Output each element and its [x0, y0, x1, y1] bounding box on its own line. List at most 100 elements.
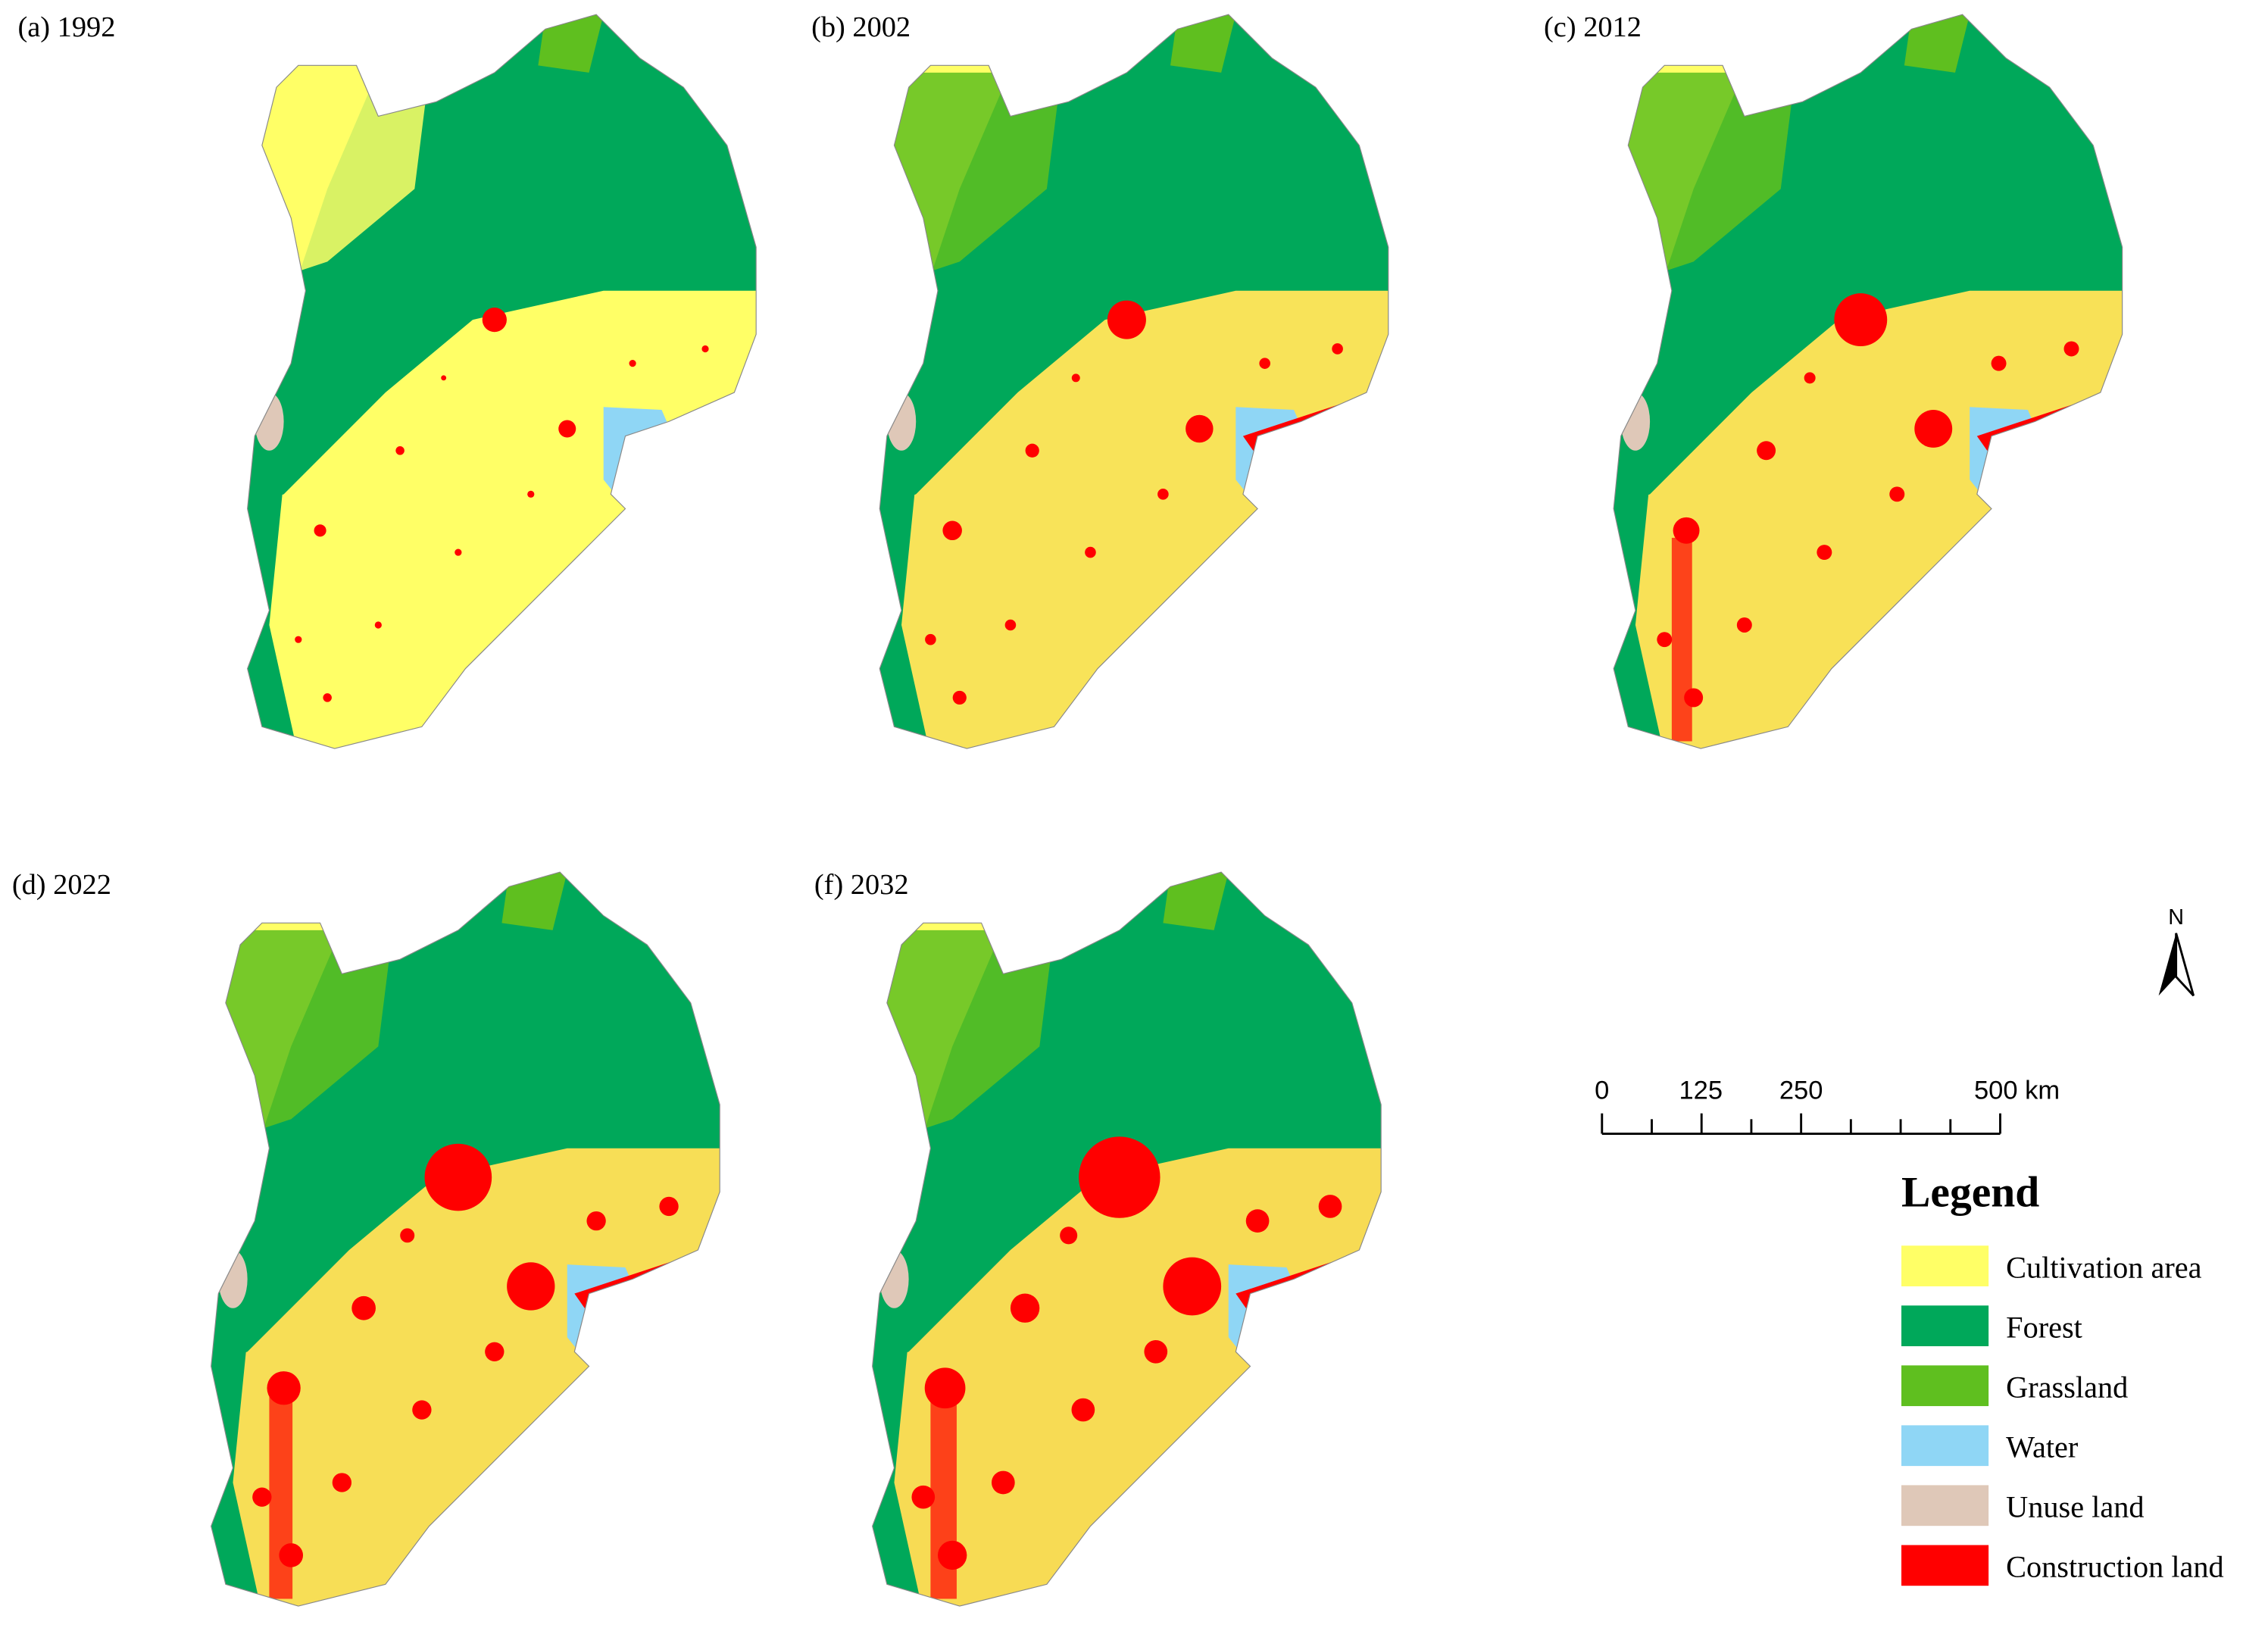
construction — [412, 1400, 432, 1420]
panel-label: (a) 1992 — [18, 11, 116, 43]
construction-corridor — [1671, 537, 1692, 742]
construction — [1804, 372, 1816, 384]
construction — [1673, 517, 1700, 544]
construction — [1245, 1209, 1270, 1233]
maps — [211, 14, 2123, 1607]
construction — [1259, 358, 1270, 369]
legend: Legend Cultivation area Forest Grassland Wat… — [1901, 1168, 2224, 1586]
grassland — [1620, 72, 1795, 277]
legend-label: Grassland — [2006, 1370, 2128, 1405]
map-panel — [872, 871, 1382, 1607]
north-arrow — [2158, 933, 2195, 997]
scale-ticks: 0 125 250 500 km — [1595, 1076, 2060, 1134]
unused-land — [879, 1250, 909, 1308]
scale-label: 125 — [1679, 1076, 1723, 1105]
construction — [252, 1487, 272, 1507]
construction — [2063, 341, 2079, 357]
construction — [1157, 489, 1169, 500]
construction — [1085, 546, 1096, 558]
grassland — [218, 930, 393, 1134]
unused-land — [886, 392, 917, 451]
construction — [441, 375, 447, 381]
construction — [952, 690, 967, 705]
grassland — [886, 72, 1062, 277]
construction — [400, 1228, 415, 1243]
map-outline — [211, 871, 720, 1607]
map-panel — [211, 871, 720, 1607]
construction — [1186, 414, 1214, 443]
scale-label: 500 km — [1974, 1076, 2060, 1105]
scale-label: 250 — [1779, 1076, 1823, 1105]
map-outline — [872, 871, 1382, 1607]
construction — [586, 1211, 606, 1231]
unused-land — [1620, 392, 1651, 451]
legend-swatch — [1901, 1485, 1989, 1527]
construction — [911, 1485, 936, 1509]
construction — [374, 621, 382, 629]
construction — [314, 524, 326, 537]
legend-title: Legend — [1901, 1168, 2039, 1216]
construction — [1071, 373, 1080, 383]
construction — [659, 1196, 679, 1217]
construction — [351, 1295, 376, 1320]
grassland-2 — [1163, 872, 1229, 930]
grassland — [879, 930, 1054, 1134]
panel-label: (b) 2002 — [811, 11, 911, 43]
construction — [295, 636, 302, 643]
construction — [424, 1143, 492, 1211]
panel-label: (c) 2012 — [1544, 11, 1642, 43]
legend-label: Forest — [2006, 1311, 2082, 1345]
legend-swatch — [1901, 1305, 1989, 1347]
panel-label: (f) 2032 — [814, 869, 909, 901]
construction — [485, 1342, 505, 1361]
construction — [558, 420, 576, 438]
construction — [332, 1473, 352, 1492]
map-panel — [247, 14, 757, 749]
construction — [1071, 1398, 1095, 1422]
map-outline — [879, 14, 1389, 749]
construction — [1025, 443, 1039, 458]
construction — [1004, 619, 1017, 631]
legend-swatch — [1901, 1425, 1989, 1467]
unused-land — [218, 1250, 248, 1308]
construction — [1914, 410, 1953, 448]
construction — [629, 360, 636, 367]
map-panel — [1613, 14, 2123, 749]
map-clip — [211, 872, 720, 1607]
grassland-2 — [501, 872, 567, 930]
construction — [1144, 1339, 1168, 1364]
construction — [1991, 355, 2007, 371]
construction — [1757, 441, 1776, 461]
grassland — [255, 72, 430, 277]
construction — [455, 548, 462, 556]
grassland-2 — [1170, 14, 1236, 73]
grassland-2 — [538, 14, 604, 73]
panel-label: (d) 2022 — [12, 869, 111, 901]
construction — [701, 345, 709, 353]
construction — [482, 307, 507, 333]
north-arrow-right — [2175, 933, 2195, 997]
construction — [925, 633, 936, 645]
construction — [323, 693, 332, 702]
construction — [1332, 343, 1343, 355]
north-label: N — [2168, 905, 2184, 930]
construction — [1834, 293, 1888, 347]
map-clip — [879, 14, 1389, 749]
scale-bar: 0 125 250 500 km — [1595, 1076, 2060, 1135]
map-outline — [1613, 14, 2123, 749]
construction — [1817, 545, 1832, 561]
construction — [1657, 632, 1673, 648]
construction — [1163, 1257, 1222, 1316]
north-arrow-left — [2158, 933, 2176, 996]
construction — [942, 520, 962, 541]
legend-label: Water — [2006, 1430, 2079, 1464]
map-panel — [879, 14, 1389, 749]
legend-swatch — [1901, 1245, 1989, 1286]
scale-label: 0 — [1595, 1076, 1609, 1105]
construction — [395, 446, 405, 455]
legend-swatch — [1901, 1365, 1989, 1407]
map-outline — [247, 14, 757, 749]
construction — [1060, 1227, 1078, 1245]
